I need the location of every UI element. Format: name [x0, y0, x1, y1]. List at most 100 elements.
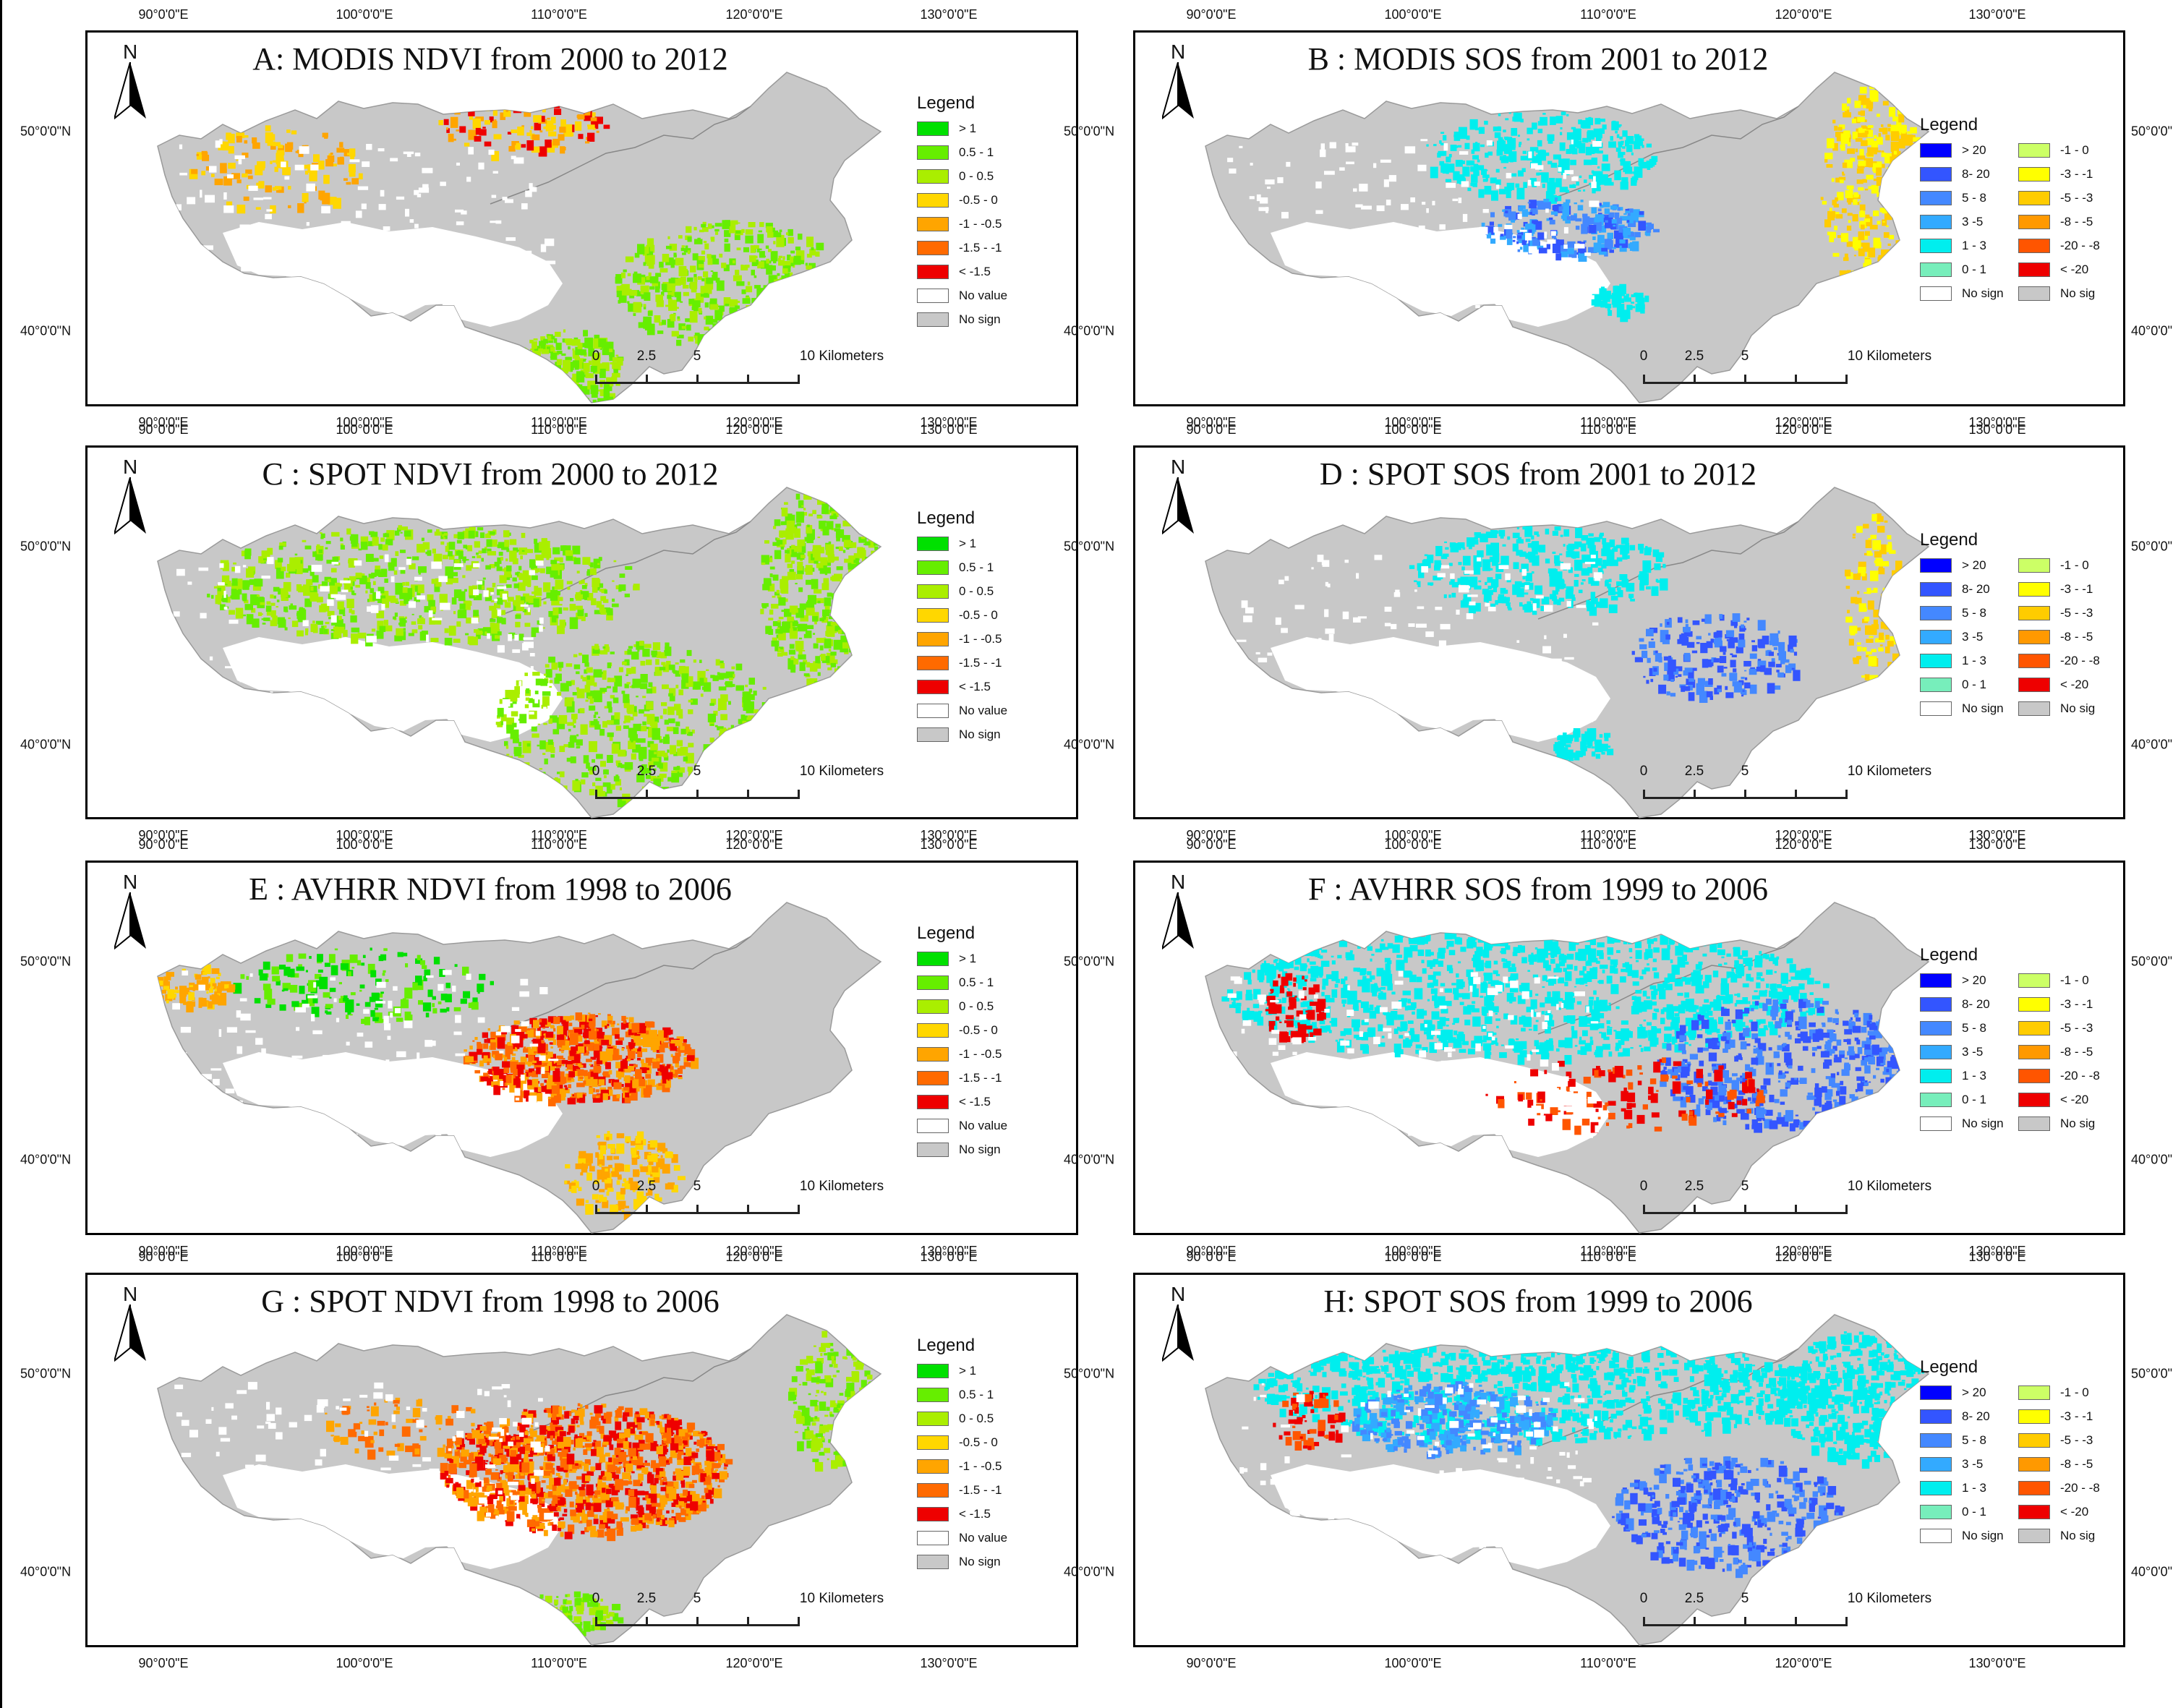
trend-pixel-patch	[244, 604, 253, 610]
trend-pixel-patch	[526, 132, 532, 137]
trend-pixel-patch	[1615, 545, 1622, 549]
trend-pixel-patch	[1519, 206, 1522, 212]
trend-pixel-patch	[866, 611, 873, 618]
no-value-patch	[1443, 143, 1448, 151]
trend-pixel-patch	[776, 589, 780, 594]
trend-pixel-patch	[667, 294, 672, 299]
trend-pixel-patch	[571, 680, 575, 686]
scale-bar-label: 2.5	[636, 764, 657, 779]
trend-pixel-patch	[565, 550, 573, 556]
trend-pixel-patch	[820, 315, 827, 321]
trend-pixel-patch	[379, 625, 386, 632]
trend-pixel-patch	[659, 261, 664, 268]
trend-pixel-patch	[295, 150, 299, 153]
trend-pixel-patch	[550, 356, 553, 358]
no-value-patch	[464, 254, 471, 260]
no-value-patch	[409, 219, 414, 223]
trend-pixel-patch	[826, 625, 834, 633]
trend-pixel-patch	[570, 598, 574, 602]
trend-pixel-patch	[754, 724, 758, 727]
trend-pixel-patch	[1601, 247, 1608, 252]
trend-pixel-patch	[584, 110, 591, 116]
trend-pixel-patch	[1655, 653, 1662, 662]
trend-pixel-patch	[457, 550, 461, 554]
trend-pixel-patch	[829, 515, 837, 519]
scale-bar-label: 10 Kilometers	[1847, 349, 1932, 364]
trend-pixel-patch	[590, 117, 597, 124]
trend-pixel-patch	[584, 685, 591, 693]
trend-pixel-patch	[831, 492, 834, 495]
trend-pixel-patch	[754, 285, 761, 289]
trend-pixel-patch	[1588, 247, 1596, 253]
scale-bar-label: 0	[592, 764, 600, 779]
trend-pixel-patch	[777, 625, 785, 631]
trend-pixel-patch	[730, 739, 737, 746]
trend-pixel-patch	[659, 763, 663, 769]
trend-pixel-patch	[621, 691, 626, 694]
trend-pixel-patch	[855, 650, 858, 652]
trend-pixel-patch	[862, 625, 865, 628]
trend-pixel-patch	[533, 598, 539, 607]
trend-pixel-patch	[1620, 215, 1628, 221]
trend-pixel-patch	[1879, 199, 1888, 204]
no-value-patch	[184, 228, 189, 231]
north-arrow-shape	[1162, 62, 1194, 120]
no-value-patch	[281, 649, 288, 654]
trend-pixel-patch	[782, 268, 788, 274]
trend-pixel-patch	[828, 649, 832, 652]
no-value-patch	[523, 290, 529, 297]
trend-pixel-patch	[643, 262, 646, 266]
trend-pixel-patch	[819, 268, 827, 276]
trend-pixel-patch	[1639, 638, 1644, 642]
trend-pixel-patch	[332, 163, 337, 167]
trend-pixel-patch	[1418, 571, 1425, 578]
trend-pixel-patch	[1859, 129, 1866, 133]
trend-pixel-patch	[772, 595, 776, 598]
trend-pixel-patch	[1880, 163, 1885, 168]
trend-pixel-patch	[537, 396, 542, 401]
no-value-patch	[1239, 145, 1243, 148]
trend-pixel-patch	[656, 300, 664, 307]
trend-pixel-patch	[536, 364, 544, 375]
no-value-patch	[536, 560, 544, 566]
trend-pixel-patch	[380, 785, 385, 790]
trend-pixel-patch	[1594, 217, 1600, 223]
trend-pixel-patch	[1691, 650, 1698, 654]
trend-pixel-patch	[1545, 191, 1554, 203]
trend-pixel-patch	[1757, 639, 1764, 648]
trend-pixel-patch	[837, 614, 845, 620]
trend-pixel-patch	[706, 332, 715, 340]
trend-pixel-patch	[1890, 141, 1899, 152]
trend-pixel-patch	[1484, 186, 1492, 195]
trend-pixel-patch	[511, 367, 516, 375]
legend-title: Legend	[917, 508, 975, 528]
trend-pixel-patch	[1842, 171, 1845, 174]
trend-pixel-patch	[686, 226, 692, 233]
trend-pixel-patch	[289, 771, 294, 774]
trend-pixel-patch	[699, 229, 704, 233]
trend-pixel-patch	[1536, 172, 1540, 176]
region-no-value	[223, 222, 563, 327]
no-value-patch	[402, 296, 408, 303]
trend-pixel-patch	[373, 763, 383, 771]
trend-pixel-patch	[805, 565, 813, 575]
no-value-patch	[1432, 200, 1435, 205]
legend-label: 1 - 3	[1962, 239, 1987, 252]
trend-pixel-patch	[1840, 233, 1849, 242]
trend-pixel-patch	[289, 768, 297, 776]
lon-tick-label: 130°0'0"E	[1968, 415, 2026, 430]
study-area-map	[157, 72, 882, 403]
trend-pixel-patch	[540, 568, 545, 573]
trend-pixel-patch	[700, 294, 706, 297]
trend-pixel-patch	[583, 359, 586, 360]
trend-pixel-patch	[1897, 150, 1901, 155]
trend-pixel-patch	[1597, 166, 1600, 168]
trend-pixel-patch	[761, 260, 769, 269]
trend-pixel-patch	[840, 645, 848, 653]
trend-pixel-patch	[605, 607, 611, 613]
trend-pixel-patch	[794, 547, 798, 552]
trend-pixel-patch	[758, 337, 767, 346]
trend-pixel-patch	[1790, 649, 1794, 653]
trend-pixel-patch	[381, 570, 388, 577]
trend-pixel-patch	[874, 538, 880, 546]
